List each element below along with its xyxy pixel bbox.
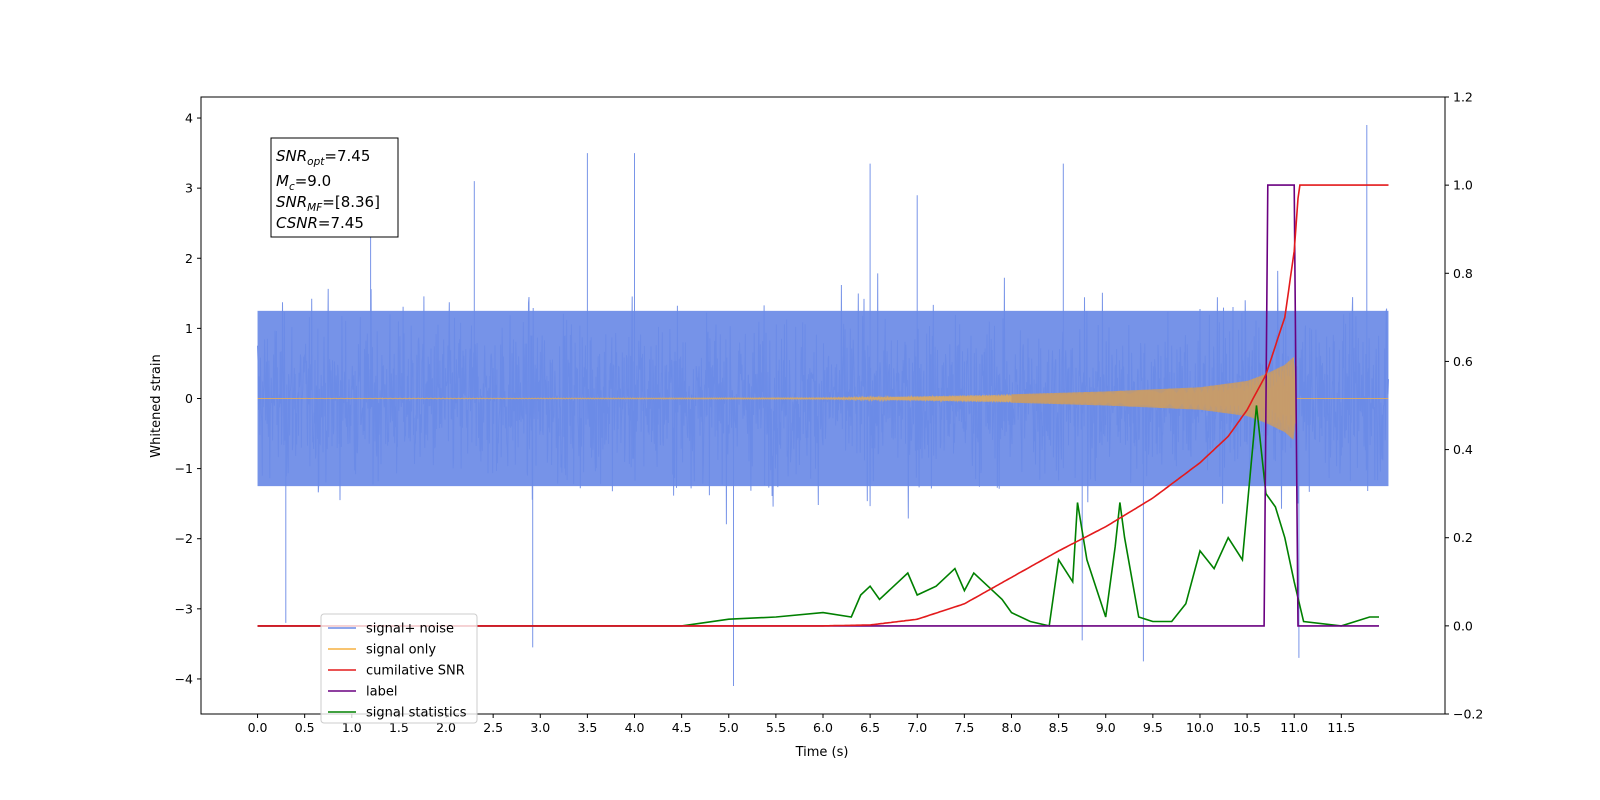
annotation-snr-mf: SNRMF=[8.36]: [276, 193, 380, 214]
x-tick-label: 1.5: [389, 720, 409, 735]
legend-label: signal+ noise: [366, 622, 454, 637]
annotation-snr-opt: SNRopt=7.45: [276, 147, 370, 168]
x-axis-ticks: 0.0 0.5 1.0 1.5 2.0 2.5 3.0 3.5 4.0 4.5 5.0 5.5 6.0 6…: [248, 714, 1355, 735]
x-tick-label: 11.0: [1280, 720, 1308, 735]
legend-label: cumilative SNR: [366, 664, 465, 679]
x-tick-label: 8.0: [1002, 720, 1022, 735]
y-axis-ticks: 4 3 2 1 0 −1 −2 −3 −4: [175, 111, 201, 686]
x-tick-label: 2.0: [436, 720, 456, 735]
y2-tick-label: 0.4: [1453, 442, 1473, 457]
legend-label: signal statistics: [366, 706, 467, 721]
y2-tick-label: 0.2: [1453, 530, 1473, 545]
y-tick-label: 1: [185, 321, 193, 336]
y-tick-label: −3: [175, 601, 193, 616]
x-tick-label: 9.5: [1143, 720, 1163, 735]
x-tick-label: 8.5: [1049, 720, 1069, 735]
y-tick-label: −1: [175, 461, 193, 476]
plot-area: [257, 125, 1389, 686]
y2-axis-ticks: 1.2 1.0 0.8 0.6 0.4 0.2 0.0 −0.2: [1445, 90, 1483, 722]
legend-label: signal only: [366, 643, 436, 658]
y-tick-label: −2: [175, 531, 193, 546]
x-tick-label: 4.5: [672, 720, 692, 735]
annotation-box: SNRopt=7.45 Mc=9.0 SNRMF=[8.36] CSNR=7.4…: [270, 137, 399, 238]
x-tick-label: 6.5: [860, 720, 880, 735]
x-tick-label: 0.0: [248, 720, 268, 735]
y2-tick-label: 0.0: [1453, 618, 1473, 633]
y2-tick-label: 0.8: [1453, 266, 1473, 281]
y-tick-label: 0: [185, 391, 193, 406]
legend-label: label: [366, 685, 397, 700]
x-tick-label: 0.5: [295, 720, 315, 735]
x-tick-label: 3.5: [577, 720, 597, 735]
y2-tick-label: 1.0: [1453, 178, 1473, 193]
x-tick-label: 4.0: [625, 720, 645, 735]
series-label-line: [257, 184, 1379, 627]
x-tick-label: 7.0: [907, 720, 927, 735]
legend: signal+ noise signal only cumilative SNR la…: [320, 613, 478, 724]
x-tick-label: 2.5: [483, 720, 503, 735]
y-tick-label: 3: [185, 181, 193, 196]
y2-tick-label: 1.2: [1453, 90, 1473, 105]
y-axis-label: Whitened strain: [149, 354, 164, 457]
x-tick-label: 6.0: [813, 720, 833, 735]
x-tick-label: 7.5: [954, 720, 974, 735]
x-tick-label: 11.5: [1327, 720, 1355, 735]
y-tick-label: 2: [185, 251, 193, 266]
x-tick-label: 1.0: [342, 720, 362, 735]
series-signal-only-envelope: [1011, 357, 1297, 440]
y2-tick-label: −0.2: [1453, 707, 1483, 722]
y-tick-label: 4: [185, 111, 193, 126]
x-tick-label: 5.5: [766, 720, 786, 735]
y-tick-label: −4: [175, 671, 193, 686]
x-tick-label: 10.0: [1186, 720, 1214, 735]
x-tick-label: 9.0: [1096, 720, 1116, 735]
x-tick-label: 5.0: [719, 720, 739, 735]
x-tick-label: 10.5: [1233, 720, 1261, 735]
x-axis-label: Time (s): [795, 745, 849, 760]
annotation-mc: Mc=9.0: [276, 172, 331, 193]
y2-tick-label: 0.6: [1453, 354, 1473, 369]
annotation-csnr: CSNR=7.45: [276, 214, 364, 232]
x-tick-label: 3.0: [530, 720, 550, 735]
